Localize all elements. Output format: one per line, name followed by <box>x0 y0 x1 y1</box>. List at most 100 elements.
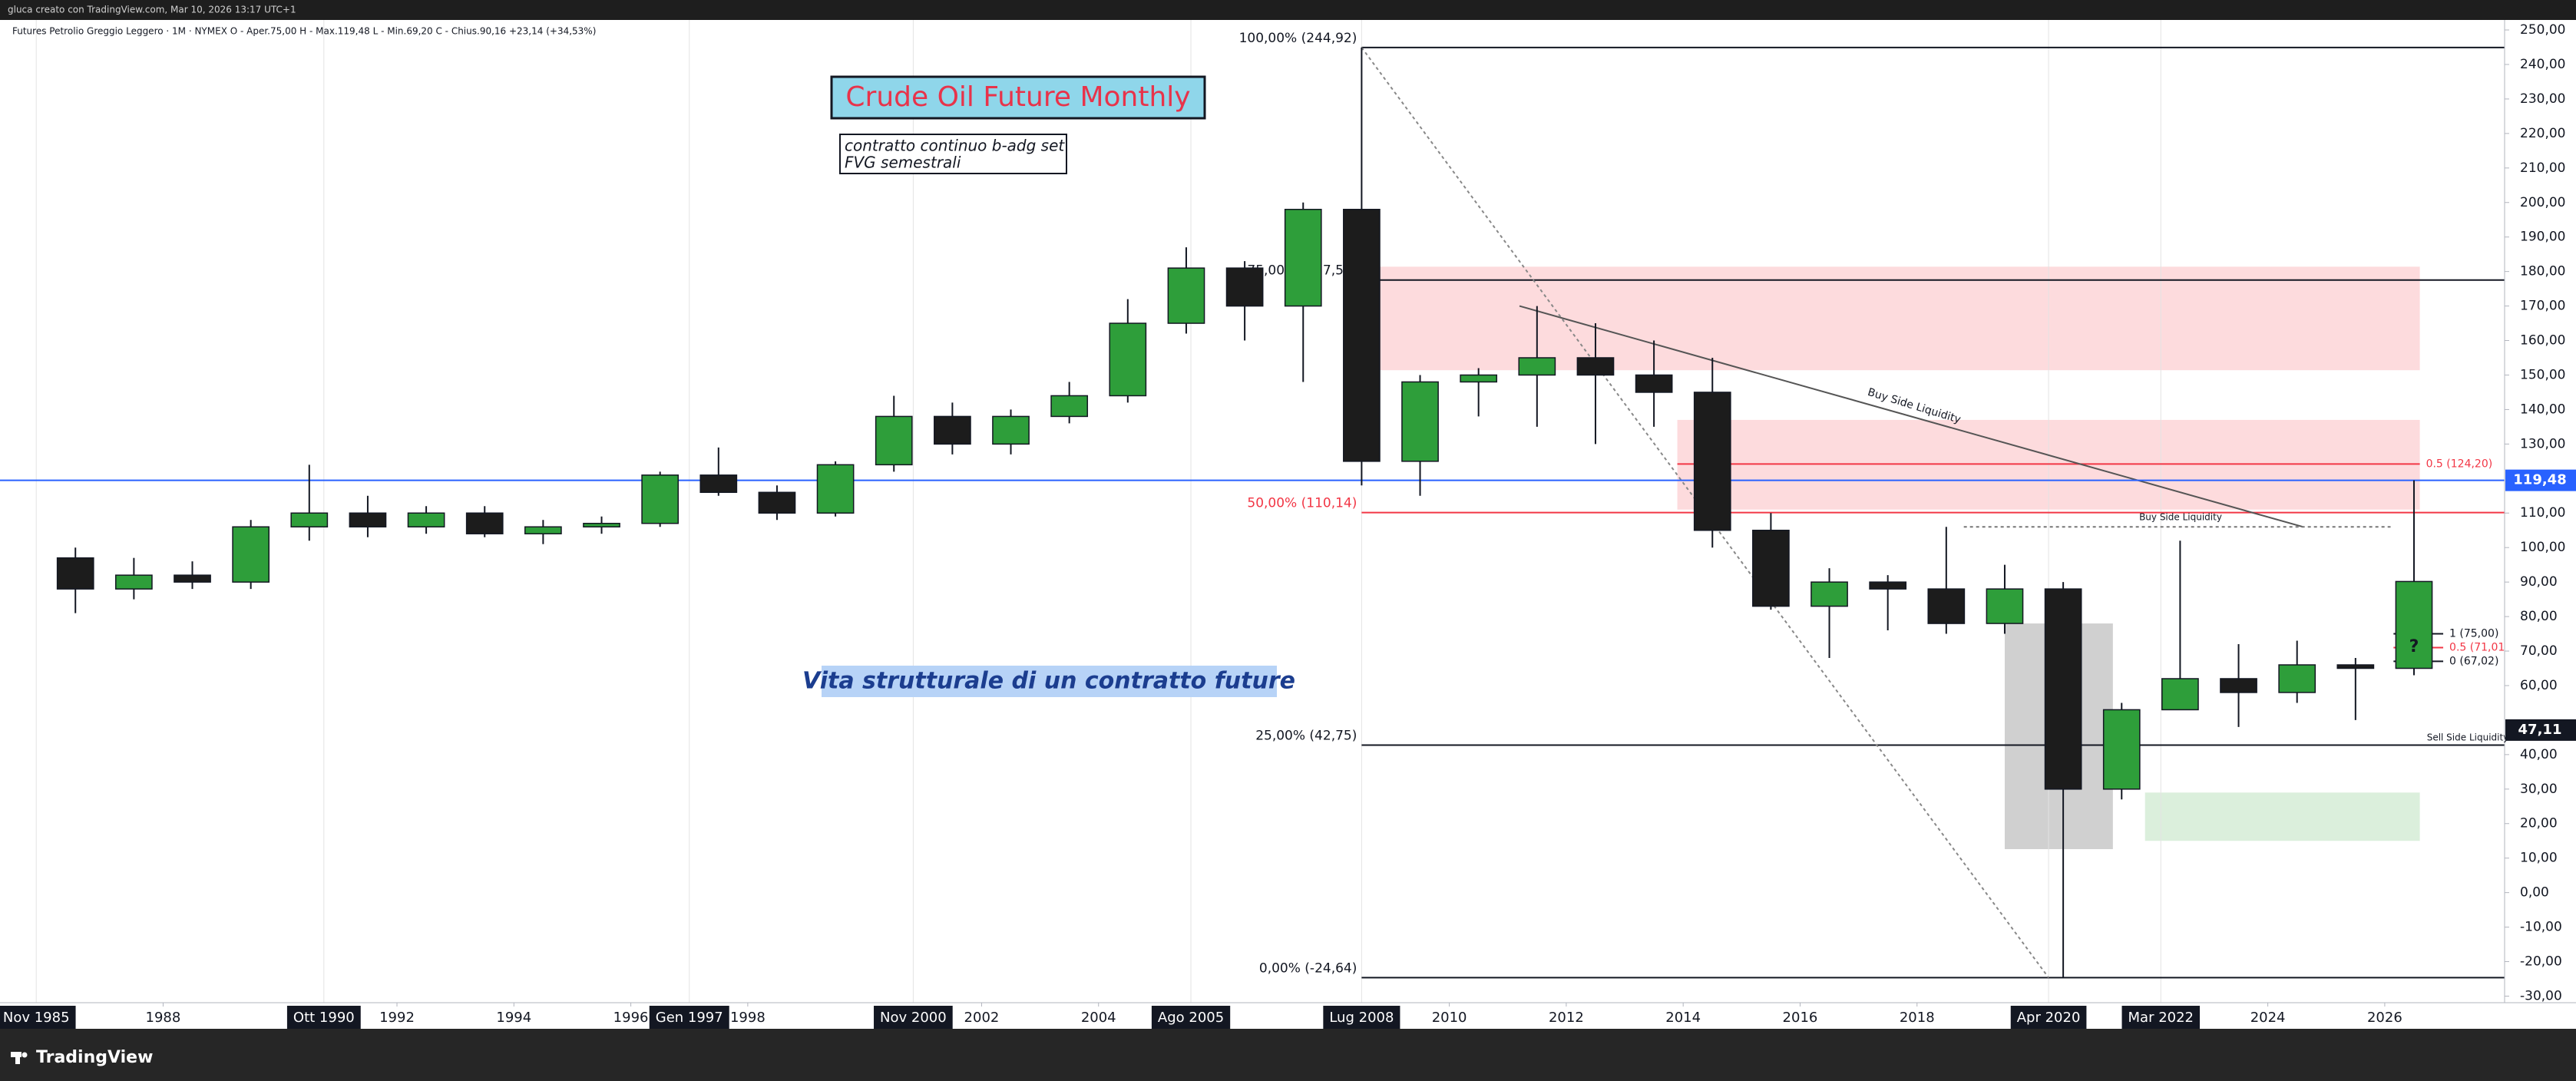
y-tick-label: -10,00 <box>2520 920 2562 935</box>
title-box <box>830 75 1206 120</box>
fib-label: 1 (75,00) <box>2449 628 2498 640</box>
candle-body <box>1927 588 1966 624</box>
y-tick-label: 130,00 <box>2520 436 2565 451</box>
logo <box>15 1052 20 1064</box>
fib-label: 50,00% (110,14) <box>1247 496 1357 511</box>
candle-body <box>407 512 445 527</box>
y-tick-label: 70,00 <box>2520 643 2558 659</box>
x-tick-label: 2012 <box>1549 1010 1584 1026</box>
zone <box>1361 266 2420 371</box>
top-bar <box>0 0 2576 20</box>
candle-body <box>1810 581 1848 607</box>
x-marker-label: Ago 2005 <box>1158 1010 1224 1026</box>
time-axis <box>0 1003 2505 1029</box>
y-tick-label: 230,00 <box>2520 91 2565 107</box>
candle-body <box>524 526 562 534</box>
x-marker-label: Apr 2020 <box>2017 1010 2081 1026</box>
logo <box>21 1052 28 1058</box>
price-tag <box>2505 719 2576 741</box>
x-marker-label: Mar 2022 <box>2128 1010 2194 1026</box>
y-tick-label: 40,00 <box>2520 747 2558 762</box>
candle-body <box>1635 374 1673 393</box>
x-marker <box>649 1006 729 1029</box>
candle-body <box>1343 208 1381 462</box>
y-tick-label: 150,00 <box>2520 367 2565 382</box>
y-tick-label: 20,00 <box>2520 816 2558 831</box>
fib-label: 0.5 (71,01) <box>2449 641 2509 653</box>
candle-body <box>934 415 971 445</box>
credit: gluca creato con TradingView.com, Mar 10… <box>8 5 296 15</box>
y-tick-label: 170,00 <box>2520 299 2565 314</box>
y-tick-label: 140,00 <box>2520 402 2565 417</box>
candle-body <box>290 512 329 527</box>
y-tick-label: -30,00 <box>2520 988 2562 1003</box>
x-tick-label: 2010 <box>1432 1010 1467 1026</box>
candle-body <box>1050 395 1089 418</box>
candle-body <box>641 474 680 524</box>
candle-body <box>174 574 211 583</box>
x-marker-label: Nov 1985 <box>3 1010 70 1026</box>
y-tick-label: 160,00 <box>2520 333 2565 349</box>
y-tick-label: 10,00 <box>2520 851 2558 866</box>
price-tag-label: 119,48 <box>2513 472 2566 488</box>
y-tick-label: 90,00 <box>2520 574 2558 590</box>
candle-body <box>232 526 270 583</box>
candle-body <box>816 464 855 514</box>
liquidity-label: Sell Side Liquidity <box>2427 732 2509 743</box>
x-tick-label: 2024 <box>2250 1010 2286 1026</box>
candle-body <box>1109 322 1147 397</box>
candle-body <box>1693 392 1731 531</box>
candle-body <box>992 415 1030 445</box>
candle-body <box>465 512 504 534</box>
x-marker-label: Ott 1990 <box>293 1010 355 1026</box>
candle-body <box>2102 709 2141 790</box>
plot-area <box>0 20 2505 1003</box>
x-marker-label: Gen 1997 <box>656 1010 723 1026</box>
y-tick-label: 240,00 <box>2520 57 2565 72</box>
x-tick-label: 2018 <box>1900 1010 1935 1026</box>
x-tick-label: 1996 <box>613 1010 649 1026</box>
candle-body <box>1752 529 1790 607</box>
subtitle-box <box>839 134 1067 174</box>
axes: -30,00 -20,00 -10,00 0,00 10,00 20,00 30,00 40,… <box>0 22 2576 1029</box>
candle-body <box>2278 664 2316 693</box>
candle-body <box>115 574 153 590</box>
x-tick-label: 2014 <box>1665 1010 1701 1026</box>
x-tick-label: 2016 <box>1783 1010 1818 1026</box>
x-marker <box>2121 1006 2201 1029</box>
candle-body <box>583 522 620 527</box>
candle-body <box>2044 588 2082 790</box>
y-tick-label: 110,00 <box>2520 505 2565 521</box>
candle-body <box>1284 208 1322 307</box>
subtitle: contratto continuo b-adg set <box>845 137 1065 155</box>
candle-body <box>2336 664 2375 669</box>
y-tick-label: 200,00 <box>2520 195 2565 210</box>
x-tick-label: 1992 <box>379 1010 415 1026</box>
candle-body <box>2395 580 2433 669</box>
y-tick-label: 250,00 <box>2520 22 2565 38</box>
y-tick-label: 60,00 <box>2520 678 2558 693</box>
fib-label: 100,00% (244,92) <box>1239 31 1357 46</box>
y-tick-label: 0,00 <box>2520 885 2549 901</box>
price-axis <box>2505 20 2576 1029</box>
liquidity-label: Buy Side Liquidity <box>2139 512 2222 523</box>
chart-title: Crude Oil Future Monthly <box>845 81 1190 113</box>
brand: TradingView <box>36 1048 153 1067</box>
candle-body <box>1225 267 1264 307</box>
price-tag-label: 47,11 <box>2518 722 2562 738</box>
x-marker <box>2010 1006 2087 1029</box>
y-tick-label: 30,00 <box>2520 782 2558 797</box>
candle-body <box>1869 581 1907 590</box>
bottom-bar <box>0 1029 2576 1081</box>
candle-body <box>1401 381 1439 462</box>
question-mark: ? <box>2409 637 2419 656</box>
note-box <box>822 666 1277 697</box>
fib-label: 0.5 (124,20) <box>2426 458 2493 470</box>
x-tick-label: 2004 <box>1081 1010 1116 1026</box>
candle-body <box>2161 678 2199 711</box>
fib-label: 25,00% (42,75) <box>1255 728 1357 743</box>
plot: 100,00% (244,92)75,00% (177,53)50,00% (1… <box>0 20 2509 1003</box>
candle-body <box>1576 357 1615 376</box>
y-tick-label: 80,00 <box>2520 609 2558 624</box>
candle-body <box>1167 267 1205 324</box>
